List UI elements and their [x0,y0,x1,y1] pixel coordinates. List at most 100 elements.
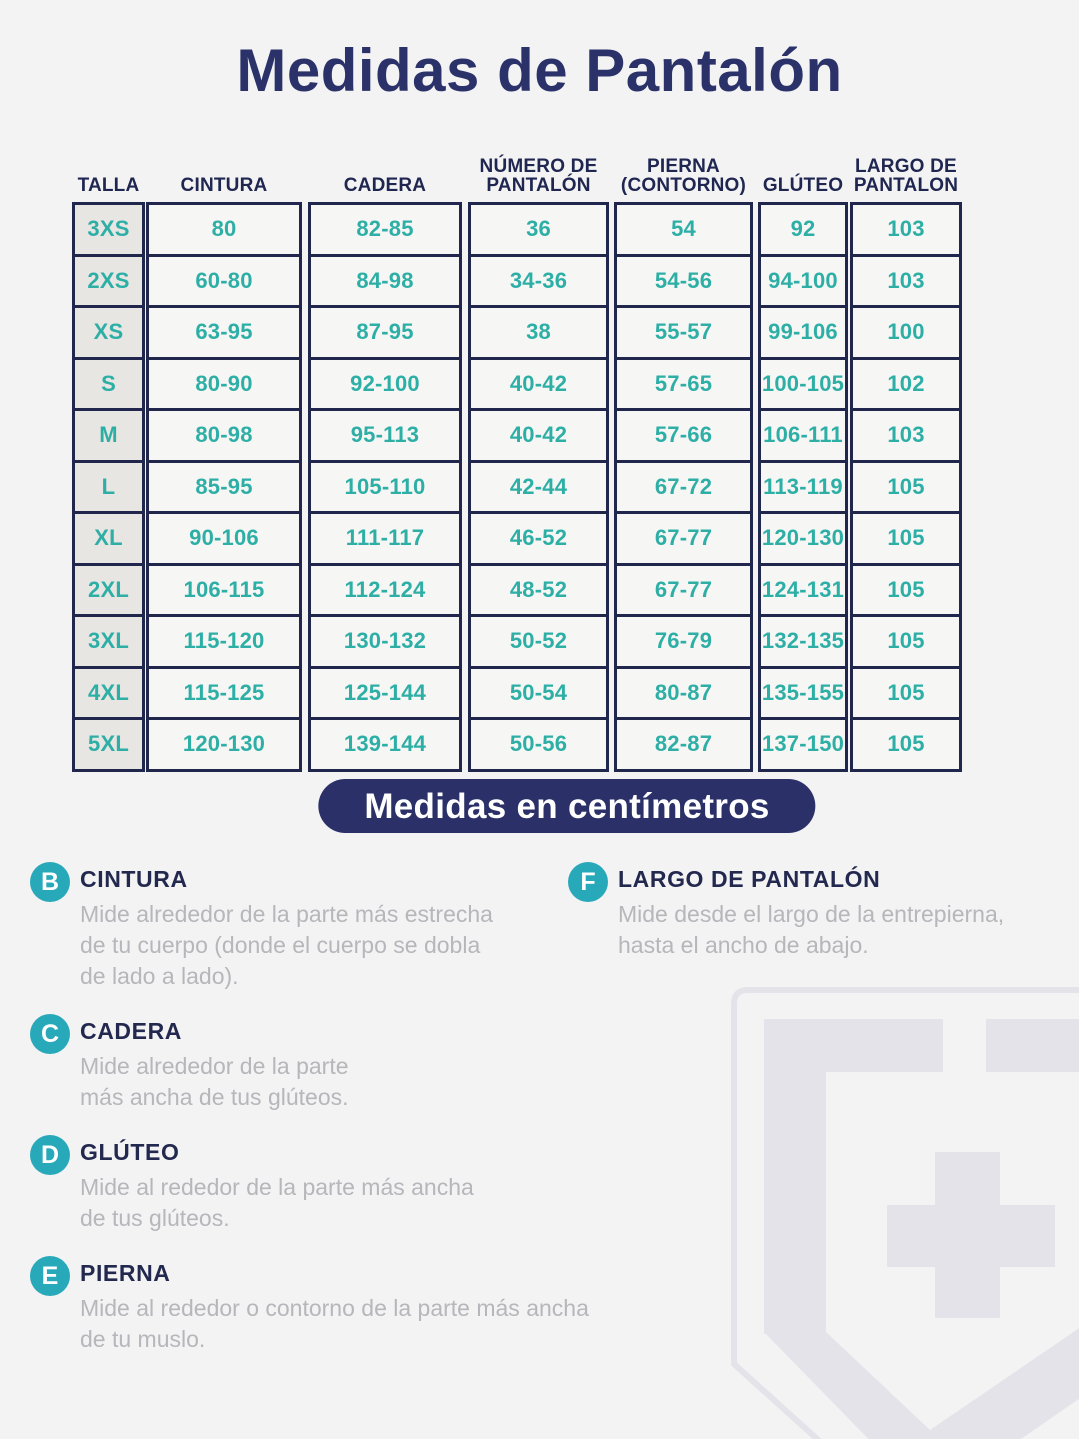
definition-content: CINTURA Mide alrededor de la parte más es… [80,860,493,992]
column-header: NÚMERO DE PANTALÓN [479,155,598,197]
shield-cross-watermark-icon [731,987,1079,1439]
table-cell: 120-130 [149,717,299,769]
letter-badge: F [568,862,608,902]
column-box: 92 94-100 99-106 100-105 106-111 113-119 120-1… [758,202,848,772]
table-cell: 100-105 [761,356,845,409]
definition-item: C CADERA Mide alrededor de la parte más an… [30,1012,590,1113]
table-cell: 105 [853,511,959,563]
column-header: TALLA [77,175,140,197]
definition-description: Mide alrededor de la parte más estrecha … [80,901,493,989]
table-cell: 115-120 [149,614,299,666]
column-box: 82-85 84-98 87-95 92-100 95-113 105-110 111-11… [308,202,462,772]
table-cell: 106-115 [149,562,299,615]
table-cell: 105-110 [311,459,459,512]
column-box: 3XS 2XS XS S M L XL 2XL 3XL 4XL 5XL [72,202,145,772]
table-column: LARGO DE PANTALON 103 103 100 102 103 105 105 10… [850,147,962,772]
table-cell: 3XS [75,205,142,254]
table-cell: 92 [790,216,816,242]
table-cell: 87-95 [311,305,459,357]
table-cell: 80-98 [149,408,299,460]
table-cell: 112-124 [311,562,459,615]
table-cell: 130-132 [311,614,459,666]
table-column: PIERNA (CONTORNO) 54 54-56 55-57 57-65 57-66 6… [614,147,753,772]
column-header: CINTURA [180,175,268,197]
definitions-right: F LARGO DE PANTALÓN Mide desde el largo de… [568,860,1073,981]
column-header: CADERA [343,175,427,197]
definition-term: GLÚTEO [80,1139,180,1165]
table-column: NÚMERO DE PANTALÓN 36 34-36 38 40-42 40-42 42-… [468,147,609,772]
definitions-left: B CINTURA Mide alrededor de la parte más e… [30,860,590,1375]
table-cell: 5XL [75,717,142,769]
table-cell: 84-98 [311,253,459,306]
table-cell: 60-80 [149,253,299,306]
table-cell: 38 [471,305,606,357]
table-cell: 106-111 [761,408,845,460]
table-cell: 50-54 [471,665,606,718]
table-cell: 105 [853,459,959,512]
units-banner: Medidas en centímetros [318,779,816,833]
page-title: Medidas de Pantalón [236,37,843,104]
letter-badge: D [30,1135,70,1175]
table-cell: 99-106 [761,305,845,357]
table-cell: 125-144 [311,665,459,718]
table-cell: 95-113 [311,408,459,460]
table-cell: 85-95 [149,459,299,512]
letter-badge: C [30,1014,70,1054]
table-cell: 105 [853,717,959,769]
table-cell: 67-77 [617,511,750,563]
column-box: 80 60-80 63-95 80-90 80-98 85-95 90-106 106-115… [146,202,302,772]
definition-content: CADERA Mide alrededor de la parte más anc… [80,1012,349,1113]
definition-description: Mide al rededor de la parte más ancha de… [80,1174,474,1231]
table-cell: 36 [526,216,551,242]
definition-item: F LARGO DE PANTALÓN Mide desde el largo de… [568,860,1073,961]
table-cell: 46-52 [471,511,606,563]
column-header: GLÚTEO [762,175,844,197]
table-cell: 80-87 [617,665,750,718]
table-cell: 111-117 [311,511,459,563]
table-cell: 55-57 [617,305,750,357]
table-cell: XS [75,305,142,357]
table-cell: 80 [211,216,237,242]
table-cell: S [75,356,142,408]
table-cell: 2XL [75,562,142,614]
table-cell: 48-52 [471,562,606,615]
table-cell: 90-106 [149,511,299,563]
table-cell: 105 [853,665,959,718]
column-header: PIERNA (CONTORNO) [620,155,747,197]
table-cell: 120-130 [761,511,845,563]
table-cell: 50-52 [471,614,606,666]
table-cell: 105 [853,614,959,666]
table-column: GLÚTEO 92 94-100 99-106 100-105 106-111 113-11… [758,147,848,772]
table-cell: 103 [853,408,959,460]
table-cell: 2XS [75,253,142,305]
letter-badge: B [30,862,70,902]
table-cell: 63-95 [149,305,299,357]
table-cell: 50-56 [471,717,606,769]
definition-item: E PIERNA Mide al rededor o contorno de la … [30,1254,590,1355]
table-column: CADERA 82-85 84-98 87-95 92-100 95-113 105-110… [308,147,462,772]
definition-content: LARGO DE PANTALÓN Mide desde el largo de … [618,860,1004,961]
table-cell: 102 [853,356,959,409]
definition-content: GLÚTEO Mide al rededor de la parte más an… [80,1133,474,1234]
definition-description: Mide al rededor o contorno de la parte m… [80,1295,589,1352]
table-column: CINTURA 80 60-80 63-95 80-90 80-98 85-95 90-106… [146,147,302,772]
table-cell: 139-144 [311,717,459,769]
table-cell: 113-119 [761,459,845,512]
table-cell: 135-155 [761,665,845,718]
table-cell: 40-42 [471,356,606,409]
table-cell: XL [75,511,142,563]
table-cell: 82-87 [617,717,750,769]
table-cell: 115-125 [149,665,299,718]
table-cell: 40-42 [471,408,606,460]
table-cell: 137-150 [761,717,845,769]
table-cell: 67-77 [617,562,750,615]
table-cell: 54 [671,216,696,242]
table-cell: 4XL [75,665,142,717]
table-cell: 103 [853,253,959,306]
table-cell: 3XL [75,614,142,666]
column-header: LARGO DE PANTALON [853,155,959,197]
table-cell: 76-79 [617,614,750,666]
definition-item: B CINTURA Mide alrededor de la parte más e… [30,860,590,992]
column-box: 103 103 100 102 103 105 105 105 105 105 105 [850,202,962,772]
